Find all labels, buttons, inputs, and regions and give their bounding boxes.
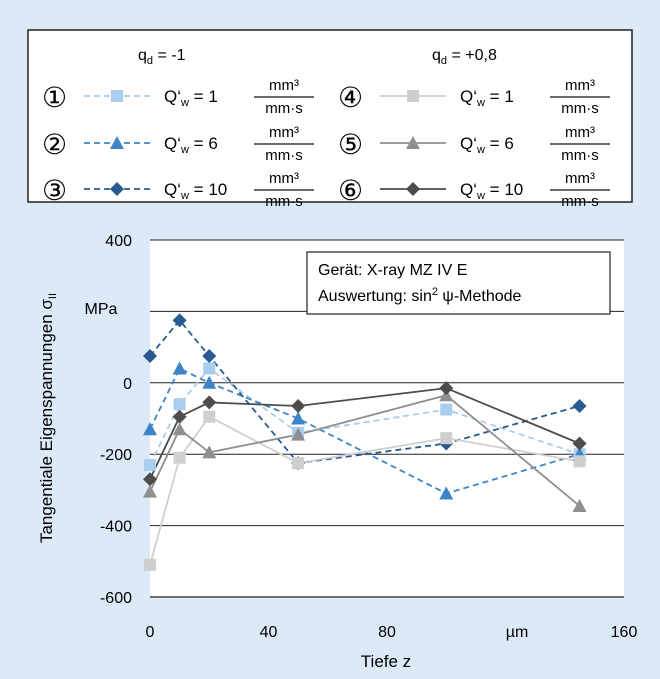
series-6-point <box>172 409 187 424</box>
legend-unit-numerator: mm³ <box>269 77 299 94</box>
x-axis-title: Tiefe z <box>361 652 411 671</box>
series-3-point <box>143 349 157 364</box>
series-2-point <box>202 375 217 389</box>
y-tick-labels: 400 0 -200 -400 -600 <box>100 233 132 607</box>
legend-entries: ① Q‘w = 1 mm³ mm·s ② Q‘w = 6 mm³ mm·s ③ Q‘w = 10 m… <box>42 77 610 210</box>
series-4-line <box>149 415 580 566</box>
x-tick-label: 0 <box>146 624 155 641</box>
series-5-point <box>172 422 187 436</box>
legend-number: ⑥ <box>338 175 363 206</box>
series-4-point <box>573 455 586 468</box>
series-2-point <box>172 361 187 375</box>
series-2-point <box>143 422 157 436</box>
x-tick-label: 160 <box>611 624 638 641</box>
series-1-point <box>144 458 156 471</box>
legend-marker <box>406 136 420 149</box>
annotation-line-2: Auswertung: sin2 ψ-Methode <box>318 286 522 305</box>
series-2-point <box>291 411 306 425</box>
series-1-point <box>440 403 453 416</box>
series-5-line <box>149 394 581 507</box>
y-axis-title: Tangentiale Eigenspannungen σII <box>37 293 59 543</box>
legend-unit-numerator: mm³ <box>565 77 595 94</box>
series-6-point <box>143 472 157 487</box>
legend-q-label: Q‘w = 6 <box>460 134 514 156</box>
annotation-box <box>306 251 611 315</box>
series-6-point <box>439 381 454 396</box>
y-tick-label: 0 <box>123 376 132 393</box>
legend-number: ④ <box>338 82 363 113</box>
legend-entry-1: ① Q‘w = 1 mm³ mm·s <box>42 77 314 117</box>
legend-unit-denominator: mm·s <box>265 147 303 164</box>
legend-number: ① <box>42 82 67 113</box>
y-tick-label: 400 <box>105 233 132 250</box>
series-4-point <box>144 558 156 571</box>
y-unit-label: MPa <box>85 301 118 318</box>
legend-q-label: Q‘w = 1 <box>164 87 218 109</box>
legend-unit-numerator: mm³ <box>565 170 595 187</box>
legend-unit-denominator: mm·s <box>561 193 599 210</box>
legend-unit-denominator: mm·s <box>561 100 599 117</box>
annotation-line-1: Gerät: X-ray MZ IV E <box>318 262 467 279</box>
series-3-point <box>172 313 187 328</box>
series-5-point <box>291 427 306 441</box>
legend-unit-denominator: mm·s <box>265 193 303 210</box>
legend-entry-6: ⑥ Q‘w = 10 mm³ mm·s <box>338 170 610 210</box>
legend-unit-numerator: mm³ <box>565 124 595 141</box>
series-2-line <box>149 367 580 495</box>
x-tick-labels: 0 40 80 160 <box>146 624 638 641</box>
legend-number: ⑤ <box>338 129 363 160</box>
legend-unit-denominator: mm·s <box>561 147 599 164</box>
legend-unit-numerator: mm³ <box>269 170 299 187</box>
legend-group-left-title: qd = -1 <box>138 47 186 67</box>
series-6-point <box>202 395 217 410</box>
series-lines <box>149 318 581 566</box>
legend-unit-denominator: mm·s <box>265 100 303 117</box>
series-4-point <box>292 457 305 470</box>
legend-group-right-title: qd = +0,8 <box>432 47 497 67</box>
legend-unit-numerator: mm³ <box>269 124 299 141</box>
series-5-point <box>572 498 587 512</box>
legend-number: ③ <box>42 175 67 206</box>
y-tick-label: -400 <box>100 519 132 536</box>
series-4-point <box>440 432 453 445</box>
series-6-line <box>149 387 580 480</box>
legend-q-label: Q‘w = 10 <box>460 180 523 202</box>
series-2-point <box>439 486 454 500</box>
series-5-point <box>143 484 157 498</box>
x-unit-label: µm <box>506 624 529 641</box>
legend-entry-5: ⑤ Q‘w = 6 mm³ mm·s <box>338 124 610 164</box>
x-tick-label: 40 <box>260 624 278 641</box>
legend-box <box>27 29 633 203</box>
legend-q-label: Q‘w = 1 <box>460 87 514 109</box>
series-markers <box>143 313 587 571</box>
x-tick-label: 80 <box>378 624 396 641</box>
series-6-point <box>572 436 587 451</box>
legend-marker <box>110 136 124 149</box>
legend-entry-2: ② Q‘w = 6 mm³ mm·s <box>42 124 314 164</box>
legend-marker <box>406 182 420 196</box>
legend-marker <box>110 182 124 196</box>
series-3-point <box>202 349 217 364</box>
legend-q-label: Q‘w = 6 <box>164 134 218 156</box>
series-6-point <box>291 399 306 414</box>
legend-number: ② <box>42 129 67 160</box>
legend-entry-3: ③ Q‘w = 10 mm³ mm·s <box>42 170 314 210</box>
legend-q-label: Q‘w = 10 <box>164 180 227 202</box>
series-3-line <box>149 318 580 465</box>
legend-marker <box>407 90 419 102</box>
y-tick-label: -200 <box>100 447 132 464</box>
series-4-point <box>203 410 216 423</box>
series-1-point <box>203 362 216 375</box>
y-tick-label: -600 <box>100 590 132 607</box>
legend-marker <box>111 90 123 102</box>
series-5-point <box>202 445 217 459</box>
series-3-point <box>572 399 587 414</box>
legend-entry-4: ④ Q‘w = 1 mm³ mm·s <box>338 77 610 117</box>
series-4-point <box>173 451 186 464</box>
series-1-point <box>173 398 186 411</box>
